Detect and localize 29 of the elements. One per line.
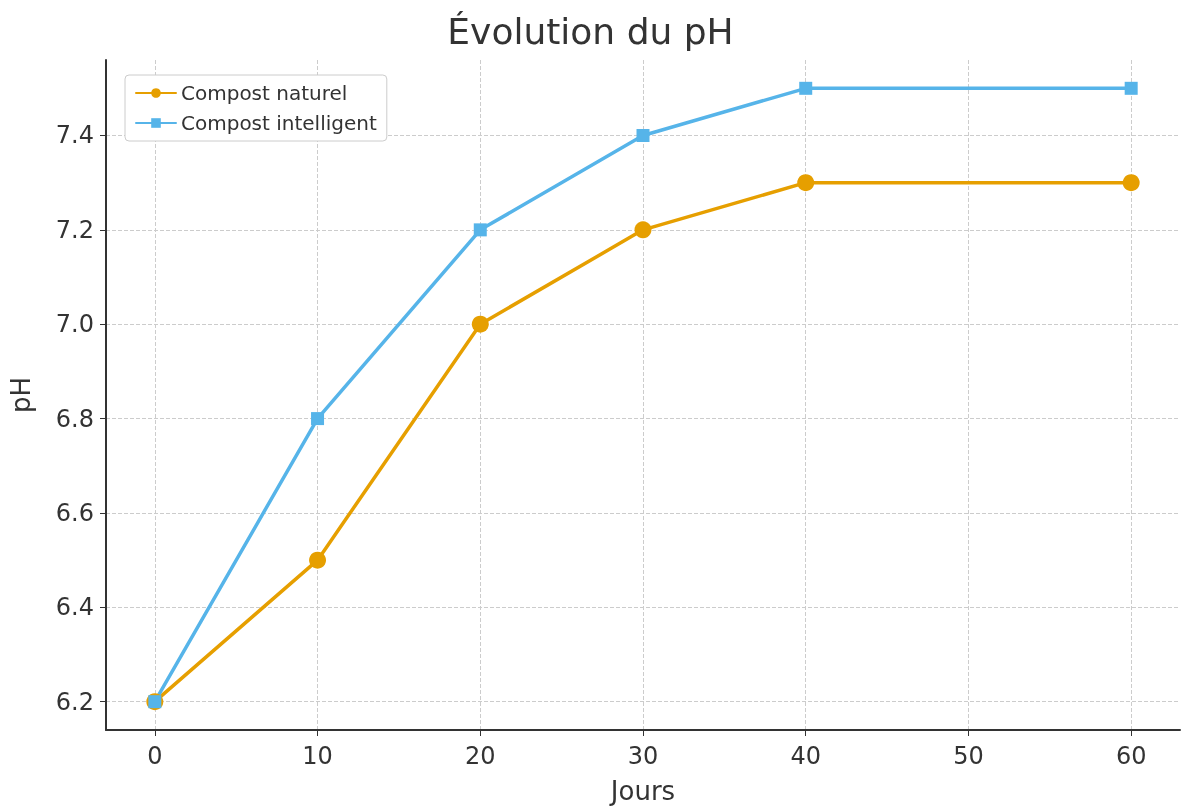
y-tick-label: 7.2	[55, 215, 94, 244]
point	[1122, 174, 1140, 192]
point	[1124, 81, 1138, 95]
point	[471, 315, 489, 333]
y-axis-title: pH	[6, 376, 36, 414]
x-tick-label: 10	[302, 742, 333, 770]
legend-label: Compost naturel	[181, 81, 348, 105]
point	[473, 223, 487, 237]
y-tick-label: 7.4	[55, 121, 94, 150]
y-tick-label: 6.8	[55, 404, 94, 433]
chart-title: Évolution du pH	[447, 10, 734, 52]
point	[799, 81, 813, 95]
x-tick-label: 20	[465, 742, 496, 770]
x-tick-label: 50	[953, 742, 984, 770]
x-tick-label: 0	[147, 742, 163, 770]
point	[311, 412, 325, 426]
x-axis-title: Jours	[608, 776, 676, 806]
x-tick-label: 60	[1115, 742, 1147, 770]
x-tick-label: 30	[627, 742, 659, 770]
x-tick-label: 40	[790, 742, 821, 770]
y-tick-label: 7.0	[55, 310, 94, 339]
point	[309, 551, 327, 569]
legend-label: Compost intelligent	[181, 111, 377, 135]
point	[797, 174, 815, 192]
y-tick-label: 6.2	[55, 687, 94, 716]
point	[636, 128, 650, 142]
y-tick-label: 6.6	[55, 498, 94, 527]
y-tick-label: 6.4	[55, 593, 94, 622]
point	[634, 221, 652, 239]
